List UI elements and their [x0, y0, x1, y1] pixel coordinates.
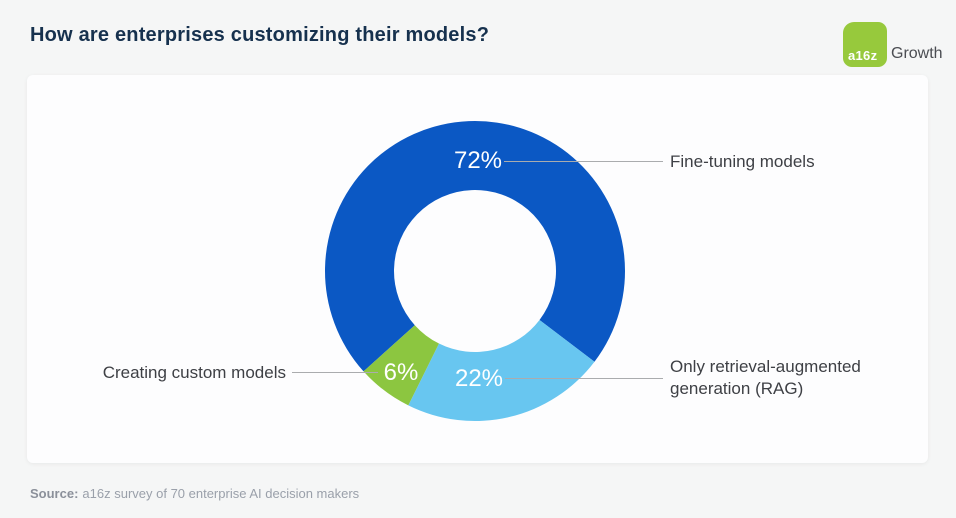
leader-line-fine-tuning: [504, 161, 663, 162]
donut-slice-0: [325, 120, 626, 372]
page-title: How are enterprises customizing their mo…: [30, 24, 490, 46]
slice-percent-label-rag: 22%: [454, 365, 504, 392]
a16z-growth-logo: a16z Growth: [843, 22, 953, 67]
source-line: Source: a16z survey of 70 enterprise AI d…: [30, 486, 359, 501]
slice-percent-label-custom: 6%: [383, 359, 419, 386]
donut-slice-2: [363, 325, 439, 406]
a16z-logo-text: a16z: [848, 48, 878, 63]
callout-label-custom: Creating custom models: [102, 363, 286, 382]
donut-chart: [325, 120, 626, 422]
leader-line-custom: [292, 372, 378, 373]
slice-percent-label-fine-tuning: 72%: [453, 147, 503, 174]
callout-label-rag: Only retrieval-augmented generation (RAG…: [670, 357, 861, 398]
a16z-logo-square: a16z: [843, 22, 887, 67]
leader-line-rag: [505, 378, 663, 379]
logo-growth-label: Growth: [891, 45, 943, 62]
source-prefix: Source:: [30, 486, 79, 501]
chart-card: 72% 22% 6% Fine-tuning models Only retri…: [27, 75, 928, 463]
callout-label-fine-tuning: Fine-tuning models: [670, 152, 815, 171]
source-text: a16z survey of 70 enterprise AI decision…: [82, 486, 360, 501]
donut-slice-1: [408, 319, 595, 422]
